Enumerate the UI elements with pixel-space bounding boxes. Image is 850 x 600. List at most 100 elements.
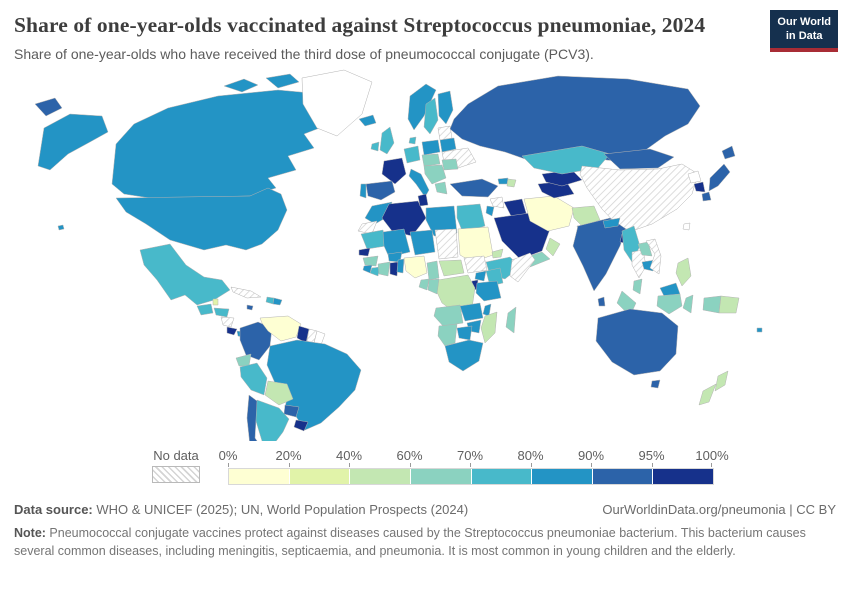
country-cote-divoire[interactable] <box>377 261 391 277</box>
country-north-korea[interactable] <box>687 170 702 184</box>
country-morocco[interactable] <box>364 201 393 225</box>
country-south-africa[interactable] <box>444 339 484 372</box>
country-united-states[interactable] <box>115 187 288 251</box>
country-greece[interactable] <box>434 181 448 195</box>
country-honduras[interactable] <box>213 307 230 318</box>
country-angola[interactable] <box>433 304 464 327</box>
country-jamaica[interactable] <box>246 304 254 311</box>
country-sweden[interactable] <box>423 97 439 135</box>
country-new-zealand-south[interactable] <box>698 383 717 406</box>
country-guinea[interactable] <box>362 255 379 267</box>
country-malaysia[interactable] <box>632 278 643 295</box>
country-central-african-republic[interactable] <box>438 259 465 277</box>
country-botswana[interactable] <box>456 325 473 341</box>
country-costa-rica[interactable] <box>226 326 238 336</box>
country-turkey[interactable] <box>449 178 499 198</box>
legend-no-data[interactable]: No data <box>150 448 202 483</box>
country-alaska[interactable] <box>37 113 109 171</box>
country-tasmania[interactable] <box>650 379 661 389</box>
country-poland[interactable] <box>421 139 441 156</box>
country-central-europe[interactable] <box>421 153 441 167</box>
country-bolivia[interactable] <box>264 380 294 406</box>
country-oman[interactable] <box>545 237 561 257</box>
country-portugal[interactable] <box>359 183 367 199</box>
country-tunisia[interactable] <box>417 193 429 207</box>
country-russia-chukotka[interactable] <box>34 97 63 117</box>
country-united-kingdom[interactable] <box>379 126 395 155</box>
country-niger[interactable] <box>409 229 436 256</box>
country-india[interactable] <box>572 217 627 292</box>
country-laos[interactable] <box>637 241 653 257</box>
country-canada-arctic-1[interactable] <box>223 78 259 93</box>
country-norway[interactable] <box>407 83 437 131</box>
country-georgia[interactable] <box>497 177 509 185</box>
legend-bin-90-95[interactable] <box>592 468 654 484</box>
country-argentina[interactable] <box>254 399 290 449</box>
country-somalia[interactable] <box>509 252 536 283</box>
legend-bin-95-100[interactable] <box>653 468 713 484</box>
no-data-swatch[interactable] <box>152 465 200 483</box>
country-azerbaijan[interactable] <box>506 178 517 188</box>
country-nicaragua[interactable] <box>220 316 235 328</box>
country-chad[interactable] <box>434 228 459 260</box>
legend-bin-20-40[interactable] <box>289 468 351 484</box>
country-balkans[interactable] <box>423 164 447 185</box>
country-uganda[interactable] <box>474 270 487 282</box>
country-guatemala[interactable] <box>196 303 214 316</box>
country-france[interactable] <box>381 157 407 185</box>
country-papua-new-guinea[interactable] <box>718 295 740 314</box>
country-australia[interactable] <box>595 308 679 376</box>
country-mauritania[interactable] <box>360 229 387 250</box>
country-congo[interactable] <box>427 278 440 295</box>
country-dominican-republic[interactable] <box>272 297 283 306</box>
country-philippines[interactable] <box>675 257 692 287</box>
country-tanzania[interactable] <box>475 280 502 302</box>
country-cuba[interactable] <box>230 286 262 299</box>
country-jordan[interactable] <box>485 205 495 217</box>
country-ireland[interactable] <box>370 141 380 152</box>
country-ecuador[interactable] <box>235 353 252 367</box>
country-sri-lanka[interactable] <box>597 296 606 307</box>
country-liberia[interactable] <box>369 266 381 277</box>
country-namibia[interactable] <box>437 323 458 347</box>
country-togo-benin[interactable] <box>396 258 405 274</box>
legend-bin-60-70[interactable] <box>410 468 472 484</box>
country-belize[interactable] <box>212 298 219 306</box>
citation-link[interactable]: OurWorldinData.org/pneumonia | CC BY <box>602 501 836 517</box>
country-haiti[interactable] <box>265 296 275 305</box>
country-belarus[interactable] <box>439 137 457 153</box>
country-kalimantan[interactable] <box>656 293 683 315</box>
country-south-korea[interactable] <box>693 181 706 193</box>
legend-bin-0-20[interactable] <box>229 468 290 484</box>
country-nepal[interactable] <box>602 217 621 229</box>
country-finland[interactable] <box>437 90 454 125</box>
country-venezuela[interactable] <box>259 315 302 342</box>
country-syria[interactable] <box>489 196 505 209</box>
country-china[interactable] <box>579 163 699 232</box>
country-japan-hokkaido[interactable] <box>721 145 736 160</box>
country-paraguay[interactable] <box>283 404 300 418</box>
country-zambia[interactable] <box>459 302 484 322</box>
country-peru[interactable] <box>239 362 268 396</box>
country-greenland[interactable] <box>301 69 373 137</box>
legend-bin-40-60[interactable] <box>350 468 411 484</box>
country-new-zealand-north[interactable] <box>714 370 729 392</box>
country-iceland[interactable] <box>358 114 377 127</box>
country-colombia[interactable] <box>239 321 273 361</box>
country-japan-kyushu[interactable] <box>701 191 712 202</box>
country-eritrea[interactable] <box>491 248 504 259</box>
country-vietnam[interactable] <box>645 238 662 275</box>
legend-bin-80-90[interactable] <box>532 468 593 484</box>
country-mozambique[interactable] <box>480 311 498 344</box>
country-uruguay[interactable] <box>293 419 309 432</box>
country-mexico[interactable] <box>139 243 231 306</box>
country-mongolia[interactable] <box>603 148 675 170</box>
country-nigeria[interactable] <box>403 255 428 279</box>
country-spain[interactable] <box>365 180 396 201</box>
country-gabon[interactable] <box>418 278 430 291</box>
country-canada-arctic-2[interactable] <box>265 73 300 89</box>
country-fiji[interactable] <box>756 327 763 333</box>
country-south-sudan[interactable] <box>463 255 488 274</box>
country-taiwan[interactable] <box>682 222 691 231</box>
country-papua-indonesia[interactable] <box>702 295 722 314</box>
